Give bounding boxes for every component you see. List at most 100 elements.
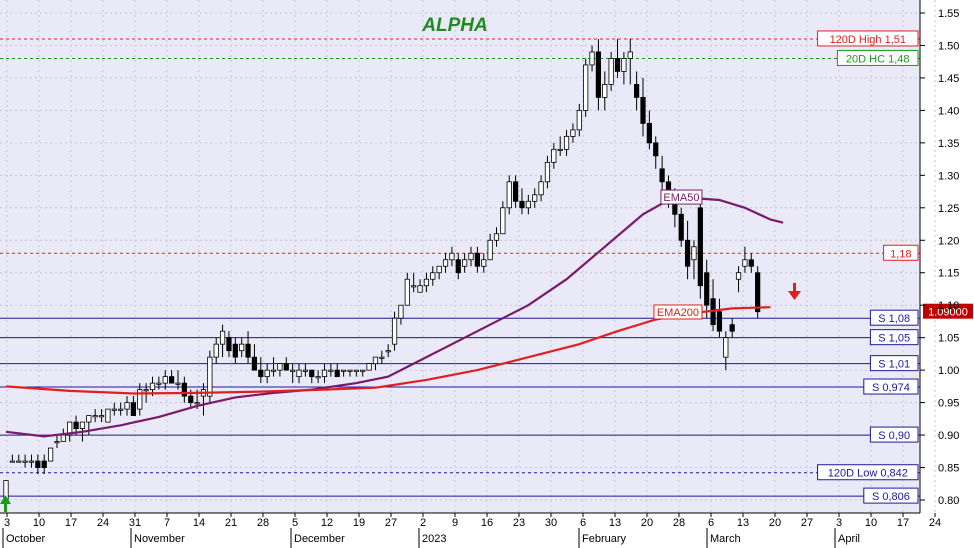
series-label: EMA200 (657, 307, 699, 319)
x-tick-label: 24 (97, 517, 109, 529)
candle-body (328, 369, 334, 372)
candle-body (251, 356, 258, 371)
candle-body (735, 272, 742, 280)
y-tick-label: 1.45 (938, 73, 959, 85)
level-label-box (869, 329, 919, 346)
x-tick-label: 30 (545, 517, 557, 529)
series-label: EMA50 (663, 192, 699, 204)
candle-body (691, 246, 697, 261)
y-tick-label: 1.35 (938, 138, 959, 150)
candle-body (73, 421, 79, 429)
candle-body (130, 402, 136, 416)
candle-body (551, 148, 557, 163)
candle-body (194, 402, 200, 405)
level-label: S 1,08 (878, 313, 910, 325)
x-tick-label: 13 (609, 517, 621, 529)
y-tick-label: 1.20 (938, 235, 959, 247)
candle-body (697, 207, 703, 287)
candle-body (264, 369, 270, 378)
ema-label-box (653, 304, 703, 320)
level-label: S 0,90 (878, 430, 910, 442)
x-tick-label: 28 (673, 517, 685, 529)
candle-body (92, 415, 98, 418)
candle-body (595, 51, 602, 98)
candle-body (430, 272, 436, 280)
candle-body (391, 317, 398, 345)
y-tick-label: 1.40 (938, 105, 959, 117)
x-tick-label: 21 (225, 517, 237, 529)
x-tick-label: 24 (929, 517, 941, 529)
candle-body (519, 200, 525, 209)
candle-body (22, 460, 28, 463)
y-tick-label: 0.80 (938, 495, 959, 507)
x-month-label: March (710, 533, 741, 545)
candle-body (226, 337, 232, 352)
candle-body (684, 239, 691, 267)
y-tick-label: 0.95 (938, 398, 959, 410)
x-tick-label: 10 (33, 517, 45, 529)
candle-body (149, 382, 156, 391)
level-labels: 120D High 1,51 20D HC 1,48 1,18 S 1,08 S 1,0… (653, 30, 973, 504)
candle-body (213, 343, 219, 358)
candle-body (60, 434, 66, 442)
candle-body (621, 58, 627, 72)
candle-body (748, 259, 754, 267)
candle-body (181, 382, 187, 397)
candles (3, 38, 761, 501)
last-price-tag (923, 303, 973, 319)
candle-body (188, 395, 194, 404)
candle-body (239, 343, 245, 352)
candle-body (372, 356, 379, 365)
candle-body (334, 369, 340, 378)
candle-body (67, 421, 73, 436)
chart-title: ALPHA (421, 15, 487, 36)
y-tick-label: 1.15 (938, 268, 959, 280)
candle-body (487, 239, 493, 261)
y-tick-label: 1.25 (938, 203, 959, 215)
candle-body (283, 363, 289, 371)
grid (0, 0, 936, 513)
candle-body (341, 369, 347, 372)
candle-body (111, 408, 117, 411)
x-tick-label: 10 (865, 517, 877, 529)
y-tick-label: 0.90 (938, 430, 959, 442)
x-tick-label: 7 (164, 517, 170, 529)
down-arrow-icon (788, 283, 801, 300)
x-tick-label: 9 (452, 517, 458, 529)
y-tick-label: 0.85 (938, 463, 959, 475)
level-label-box (869, 355, 919, 372)
candle-body (347, 369, 353, 372)
candle-body (455, 259, 461, 274)
x-tick-label: 5 (292, 517, 298, 529)
candle-body (219, 330, 226, 345)
level-label-box (869, 309, 919, 326)
candle-body (379, 356, 385, 359)
y-axis-panel (920, 0, 974, 513)
x-tick-label: 17 (897, 517, 909, 529)
x-tick-label: 12 (321, 517, 333, 529)
candle-body (646, 122, 652, 144)
candle-body (525, 200, 531, 209)
level-label-box (883, 244, 919, 261)
candle-body (315, 376, 321, 379)
x-tick-label: 13 (737, 517, 749, 529)
candle-body (404, 278, 410, 306)
candle-body (41, 460, 47, 468)
candle-body (321, 369, 328, 378)
candle-body (742, 259, 748, 267)
candle-body (602, 84, 608, 98)
candle-body (245, 343, 251, 358)
x-month-label: November (134, 533, 185, 545)
candle-body (634, 84, 640, 98)
level-label-box (836, 49, 919, 66)
level-label: 20D HC 1,48 (846, 53, 910, 65)
level-label: 120D High 1,51 (830, 34, 906, 46)
candle-body (302, 369, 308, 372)
level-label-box (817, 30, 919, 47)
candle-body (506, 181, 512, 209)
x-month-label: February (582, 533, 627, 545)
candle-body (570, 129, 576, 137)
x-tick-label: 6 (580, 517, 586, 529)
